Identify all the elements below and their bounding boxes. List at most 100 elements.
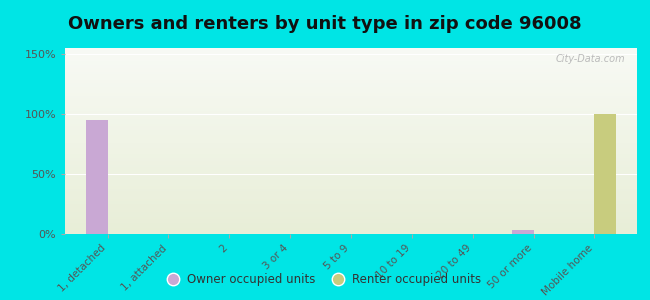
Bar — [65, 184, 637, 186]
Bar — [65, 83, 637, 85]
Bar — [65, 199, 637, 200]
Bar — [65, 161, 637, 163]
Bar — [65, 178, 637, 180]
Bar — [65, 48, 637, 50]
Bar — [65, 175, 637, 176]
Bar — [65, 150, 637, 152]
Bar — [65, 189, 637, 191]
Bar — [65, 217, 637, 219]
Bar — [65, 110, 637, 111]
Bar — [65, 226, 637, 228]
Bar — [65, 65, 637, 67]
Bar — [65, 117, 637, 119]
Bar — [65, 89, 637, 91]
Bar — [65, 212, 637, 214]
Bar — [65, 169, 637, 171]
Bar — [65, 76, 637, 78]
Bar — [65, 191, 637, 193]
Bar — [65, 182, 637, 184]
Bar — [65, 98, 637, 100]
Bar — [65, 130, 637, 132]
Bar — [65, 104, 637, 106]
Bar — [65, 63, 637, 65]
Bar — [65, 230, 637, 232]
Bar — [65, 93, 637, 94]
Bar — [65, 85, 637, 87]
Bar — [65, 143, 637, 145]
Bar — [65, 91, 637, 93]
Bar — [65, 68, 637, 70]
Bar — [65, 82, 637, 83]
Text: City-Data.com: City-Data.com — [556, 54, 625, 64]
Bar — [65, 115, 637, 117]
Bar — [65, 154, 637, 156]
Bar — [65, 70, 637, 72]
Bar — [65, 113, 637, 115]
Bar — [65, 54, 637, 56]
Bar — [65, 100, 637, 102]
Bar — [65, 94, 637, 96]
Text: Owners and renters by unit type in zip code 96008: Owners and renters by unit type in zip c… — [68, 15, 582, 33]
Bar — [65, 219, 637, 221]
Bar — [65, 141, 637, 143]
Bar — [594, 114, 616, 234]
Bar — [65, 119, 637, 121]
Bar — [65, 132, 637, 134]
Bar — [65, 160, 637, 161]
Bar — [65, 148, 637, 150]
Bar — [65, 61, 637, 63]
Bar — [65, 126, 637, 128]
Bar — [65, 137, 637, 139]
Bar — [65, 221, 637, 223]
Bar — [65, 163, 637, 165]
Bar — [65, 56, 637, 57]
Bar — [65, 206, 637, 208]
Bar — [65, 78, 637, 80]
Bar — [65, 158, 637, 160]
Bar — [65, 232, 637, 234]
Bar — [65, 223, 637, 225]
Bar — [65, 167, 637, 169]
Bar — [65, 204, 637, 206]
Bar — [65, 188, 637, 189]
Bar — [65, 172, 637, 175]
Bar — [65, 145, 637, 147]
Bar — [65, 176, 637, 178]
Bar — [65, 165, 637, 167]
Bar — [65, 96, 637, 98]
Bar — [65, 72, 637, 74]
Bar — [65, 67, 637, 68]
Legend: Owner occupied units, Renter occupied units: Owner occupied units, Renter occupied un… — [164, 269, 486, 291]
Bar — [65, 186, 637, 188]
Bar — [65, 102, 637, 104]
Bar — [65, 128, 637, 130]
Bar — [65, 80, 637, 82]
Bar — [65, 228, 637, 230]
Bar — [65, 57, 637, 59]
Bar — [65, 152, 637, 154]
Bar — [65, 124, 637, 126]
Bar — [65, 156, 637, 158]
Bar — [65, 139, 637, 141]
Bar — [65, 121, 637, 122]
Bar — [65, 171, 637, 172]
Bar — [65, 147, 637, 148]
Bar — [65, 134, 637, 135]
Bar — [512, 230, 534, 234]
Bar — [65, 214, 637, 215]
Bar — [86, 120, 108, 234]
Bar — [65, 197, 637, 199]
Bar — [65, 111, 637, 113]
Bar — [65, 215, 637, 217]
Bar — [65, 52, 637, 54]
Bar — [65, 74, 637, 76]
Bar — [65, 50, 637, 52]
Bar — [65, 107, 637, 110]
Bar — [65, 135, 637, 137]
Bar — [65, 200, 637, 202]
Bar — [65, 106, 637, 107]
Bar — [65, 59, 637, 61]
Bar — [65, 225, 637, 226]
Bar — [65, 87, 637, 89]
Bar — [65, 122, 637, 124]
